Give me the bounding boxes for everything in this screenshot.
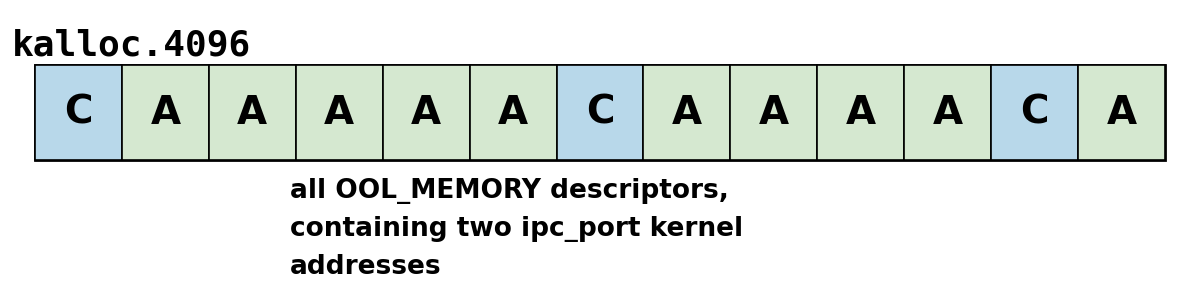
Text: A: A bbox=[150, 94, 180, 131]
Text: A: A bbox=[758, 94, 788, 131]
Text: kalloc.4096: kalloc.4096 bbox=[12, 28, 251, 62]
Text: addresses: addresses bbox=[290, 254, 442, 280]
Text: A: A bbox=[846, 94, 876, 131]
Text: A: A bbox=[412, 94, 442, 131]
Bar bbox=[991, 65, 1078, 160]
Bar bbox=[295, 65, 383, 160]
Bar bbox=[731, 65, 817, 160]
Text: A: A bbox=[238, 94, 268, 131]
Bar bbox=[122, 65, 209, 160]
Bar bbox=[35, 65, 1165, 160]
Text: A: A bbox=[498, 94, 528, 131]
Bar bbox=[557, 65, 643, 160]
Bar bbox=[383, 65, 469, 160]
Text: A: A bbox=[672, 94, 702, 131]
Text: A: A bbox=[1106, 94, 1136, 131]
Bar bbox=[1078, 65, 1165, 160]
Text: A: A bbox=[932, 94, 962, 131]
Bar bbox=[643, 65, 731, 160]
Text: all OOL_MEMORY descriptors,: all OOL_MEMORY descriptors, bbox=[290, 178, 728, 204]
Bar bbox=[35, 65, 122, 160]
Text: containing two ipc_port kernel: containing two ipc_port kernel bbox=[290, 216, 743, 242]
Text: C: C bbox=[1020, 94, 1049, 131]
Text: C: C bbox=[586, 94, 614, 131]
Bar bbox=[469, 65, 557, 160]
Bar bbox=[817, 65, 905, 160]
Text: A: A bbox=[324, 94, 354, 131]
Text: C: C bbox=[65, 94, 92, 131]
Bar bbox=[209, 65, 295, 160]
Bar bbox=[905, 65, 991, 160]
